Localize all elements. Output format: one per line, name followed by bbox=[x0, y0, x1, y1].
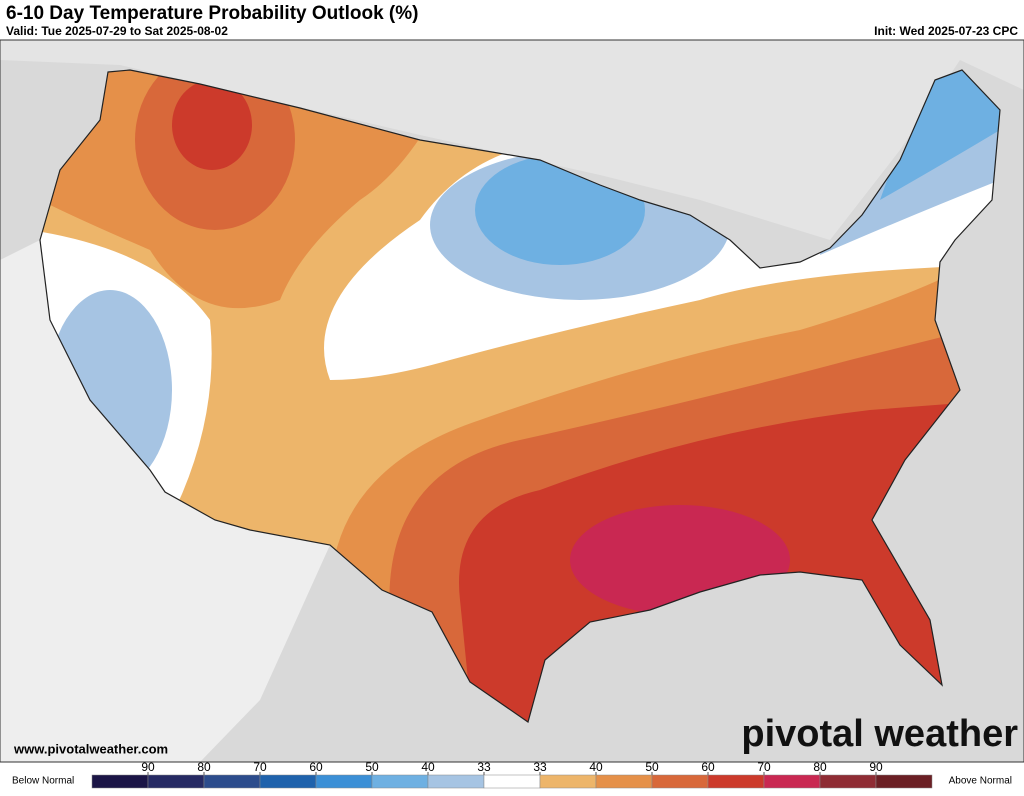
legend-swatch bbox=[707, 774, 765, 789]
title: 6-10 Day Temperature Probability Outlook… bbox=[6, 3, 418, 24]
legend-tick-label: 50 bbox=[365, 760, 379, 774]
legend-swatch bbox=[819, 774, 877, 789]
legend-swatch bbox=[203, 774, 261, 789]
legend-swatch bbox=[539, 774, 597, 789]
legend-tick-label: 90 bbox=[869, 760, 883, 774]
init-time: Init: Wed 2025-07-23 CPC bbox=[874, 24, 1018, 38]
logo: pivotal weather bbox=[741, 713, 1018, 755]
below-label: Below Normal bbox=[12, 776, 74, 787]
us-outline bbox=[39, 69, 1001, 723]
legend-tick-label: 40 bbox=[589, 760, 603, 774]
above-label: Above Normal bbox=[949, 776, 1012, 787]
legend-swatch bbox=[651, 774, 709, 789]
shade-70 bbox=[172, 80, 252, 170]
valid-time: Valid: Tue 2025-07-29 to Sat 2025-08-02 bbox=[6, 24, 228, 38]
legend-swatch bbox=[875, 774, 933, 789]
legend-tick-label: 50 bbox=[645, 760, 659, 774]
legend-tick-label: 33 bbox=[477, 760, 491, 774]
legend-swatch bbox=[147, 774, 205, 789]
shade-b50 bbox=[880, 70, 1000, 200]
legend-tick-label: 70 bbox=[253, 760, 267, 774]
website: www.pivotalweather.com bbox=[13, 741, 168, 756]
canada bbox=[0, 40, 1024, 240]
legend-swatch bbox=[427, 774, 485, 789]
legend-tick-label: 60 bbox=[309, 760, 323, 774]
legend-swatch bbox=[763, 774, 821, 789]
legend-tick-label: 90 bbox=[141, 760, 155, 774]
legend-swatch bbox=[483, 774, 541, 789]
legend-tick-label: 40 bbox=[421, 760, 435, 774]
legend-tick-label: 33 bbox=[533, 760, 547, 774]
legend-swatch bbox=[259, 774, 317, 789]
legend: Below Normal Above Normal 90 80 70 60 50 40 33… bbox=[12, 760, 1012, 789]
legend-tick-label: 80 bbox=[813, 760, 827, 774]
map-frame bbox=[0, 39, 1024, 763]
legend-tick-label: 80 bbox=[197, 760, 211, 774]
legend-swatch bbox=[595, 774, 653, 789]
legend-swatch bbox=[91, 774, 149, 789]
legend-swatch bbox=[371, 774, 429, 789]
legend-tick-label: 70 bbox=[757, 760, 771, 774]
legend-swatch bbox=[315, 774, 373, 789]
legend-tick-label: 60 bbox=[701, 760, 715, 774]
